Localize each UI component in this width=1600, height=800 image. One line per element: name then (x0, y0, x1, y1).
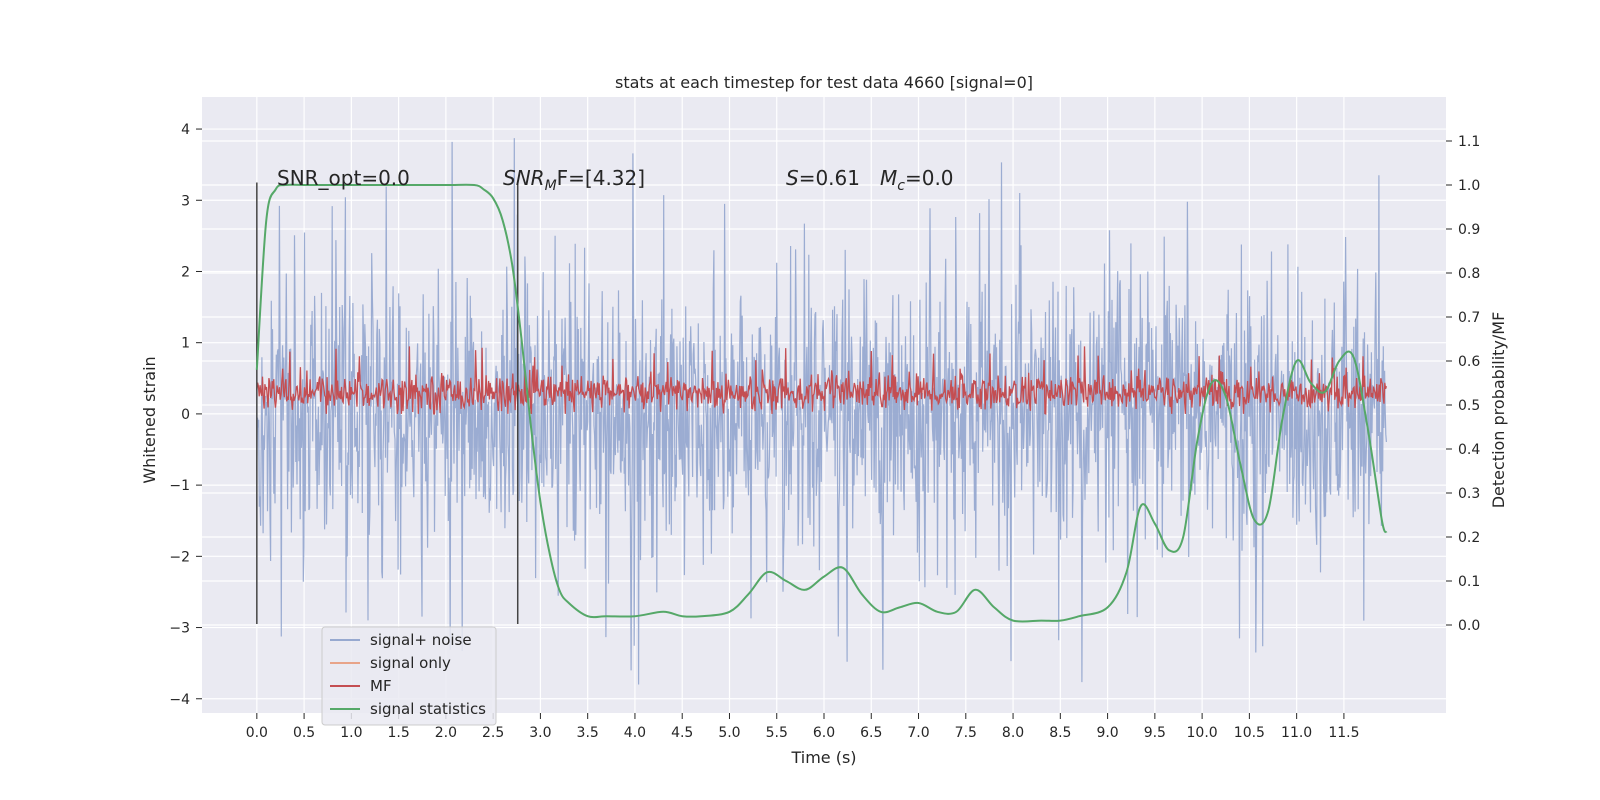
x-tick-label: 2.5 (482, 725, 504, 741)
y-right-tick-label: 0.1 (1458, 574, 1480, 590)
snr-mf-annotation: SNRMF=[4.32] (503, 166, 645, 194)
x-tick-label: 2.0 (435, 725, 457, 741)
legend: signal+ noise signal only MF signal stat… (321, 626, 497, 726)
s-annotation: S=0.61 (786, 166, 860, 190)
x-tick-label: 0.5 (293, 725, 315, 741)
x-tick-label: 5.0 (718, 725, 740, 741)
x-tick-label: 1.5 (387, 725, 409, 741)
y-left-tick-label: 1 (181, 336, 190, 352)
legend-label-mf: MF (370, 677, 392, 695)
x-tick-label: 9.0 (1096, 725, 1118, 741)
y-right-tick-label: 0.0 (1458, 618, 1480, 634)
y-right-tick-label: 0.7 (1458, 310, 1480, 326)
chart-title: stats at each timestep for test data 466… (615, 73, 1033, 92)
y-left-tick-label: 3 (181, 193, 190, 209)
x-tick-label: 3.5 (577, 725, 599, 741)
y-axis-label-left: Whitened strain (140, 356, 159, 483)
x-tick-label: 1.0 (340, 725, 362, 741)
y-right-tick-label: 0.4 (1458, 442, 1480, 458)
x-tick-label: 4.0 (624, 725, 646, 741)
x-axis-label: Time (s) (790, 748, 856, 767)
legend-label-signal-noise: signal+ noise (370, 631, 472, 649)
x-tick-label: 3.0 (529, 725, 551, 741)
x-tick-label: 11.5 (1328, 725, 1359, 741)
y-left-tick-label: 4 (181, 122, 190, 138)
ticks: 0.0 0.5 1.0 1.5 2.0 2.5 3.0 3.5 4.0 4.5 5.0 5.5 6.0 6… (169, 122, 1480, 741)
x-tick-label: 7.0 (907, 725, 929, 741)
x-tick-label: 6.0 (813, 725, 835, 741)
mf-line (256, 346, 1388, 415)
x-tick-label: 7.5 (955, 725, 977, 741)
annotations: SNR_opt=0.0 SNRMF=[4.32] S=0.61 Mc=0.0 (277, 166, 954, 194)
snr-opt-annotation: SNR_opt=0.0 (277, 166, 410, 190)
y-right-tick-label: 0.6 (1458, 354, 1480, 370)
y-right-tick-label: 1.1 (1458, 134, 1480, 150)
legend-label-signal-only: signal only (370, 654, 451, 672)
y-right-tick-label: 0.9 (1458, 222, 1480, 238)
y-right-tick-label: 0.5 (1458, 398, 1480, 414)
y-right-tick-label: 0.2 (1458, 530, 1480, 546)
y-axis-label-right: Detection probability/MF (1489, 312, 1508, 509)
x-tick-label: 5.5 (766, 725, 788, 741)
x-tick-label: 8.0 (1002, 725, 1024, 741)
y-left-tick-label: −3 (169, 621, 190, 637)
x-tick-label: 0.0 (246, 725, 268, 741)
x-tick-label: 11.0 (1281, 725, 1312, 741)
legend-label-signal-statistics: signal statistics (370, 700, 486, 718)
y-left-tick-label: −4 (169, 692, 190, 708)
x-tick-label: 8.5 (1049, 725, 1071, 741)
signal-noise-series (256, 138, 1387, 685)
y-right-tick-label: 0.8 (1458, 266, 1480, 282)
y-left-tick-label: −2 (169, 549, 190, 565)
x-tick-label: 9.5 (1144, 725, 1166, 741)
x-tick-label: 10.0 (1187, 725, 1218, 741)
y-right-tick-label: 0.3 (1458, 486, 1480, 502)
y-left-tick-label: 2 (181, 264, 190, 280)
legend-box (321, 626, 497, 726)
signal-statistics-series (255, 183, 1388, 623)
y-right-tick-label: 1.0 (1458, 178, 1480, 194)
y-left-tick-label: 0 (181, 407, 190, 423)
x-tick-label: 6.5 (860, 725, 882, 741)
mc-annotation: Mc=0.0 (880, 166, 954, 194)
vertical-lines (256, 182, 519, 624)
signal-noise-line (256, 138, 1387, 685)
x-tick-label: 4.5 (671, 725, 693, 741)
mf-series (256, 346, 1388, 415)
x-tick-label: 10.5 (1234, 725, 1265, 741)
y-left-tick-label: −1 (169, 478, 190, 494)
signal-statistics-line (255, 183, 1388, 623)
